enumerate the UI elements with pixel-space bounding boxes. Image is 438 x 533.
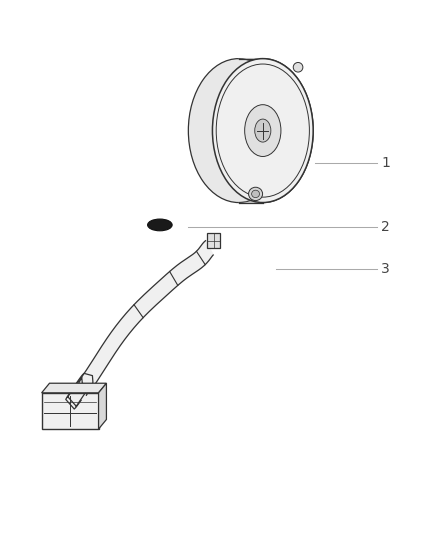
Ellipse shape — [212, 59, 313, 203]
Ellipse shape — [245, 104, 281, 157]
Ellipse shape — [148, 219, 172, 231]
FancyBboxPatch shape — [42, 393, 99, 429]
Polygon shape — [99, 383, 106, 429]
Text: 2: 2 — [381, 220, 390, 233]
FancyBboxPatch shape — [207, 233, 220, 248]
Ellipse shape — [255, 119, 271, 142]
Text: 3: 3 — [381, 262, 390, 276]
Ellipse shape — [293, 62, 303, 72]
Ellipse shape — [249, 187, 263, 200]
Polygon shape — [66, 373, 93, 409]
Ellipse shape — [188, 59, 289, 203]
Polygon shape — [72, 241, 213, 402]
Ellipse shape — [251, 190, 259, 198]
Text: 1: 1 — [381, 156, 390, 169]
Polygon shape — [42, 383, 106, 393]
Polygon shape — [239, 59, 313, 203]
